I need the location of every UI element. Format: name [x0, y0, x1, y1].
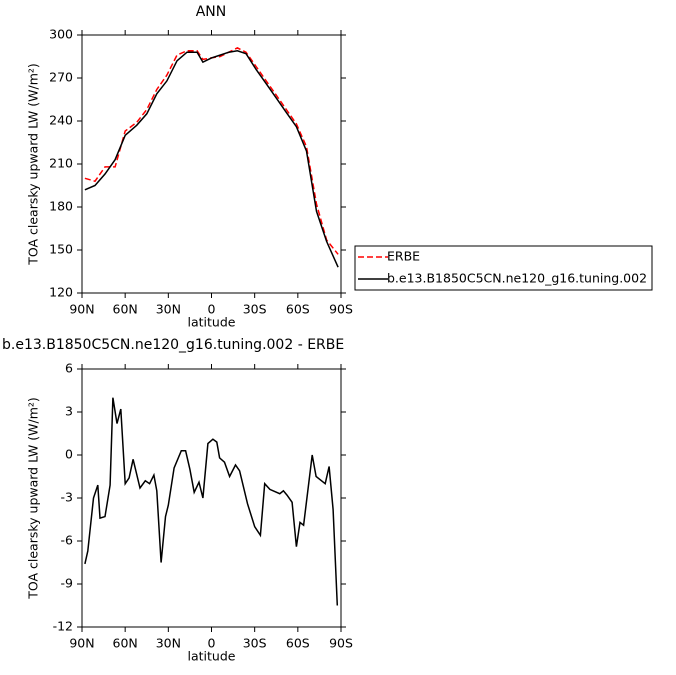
plot-frame	[81, 368, 342, 628]
y-tick-label: 300	[49, 27, 73, 42]
y-tick-label: 150	[49, 242, 73, 257]
x-tick-label: 60N	[113, 636, 138, 651]
x-tick-label: 90N	[69, 636, 94, 651]
y-tick-label: 210	[49, 156, 73, 171]
y-tick-label: -6	[61, 533, 74, 548]
y-tick-label: 270	[49, 70, 73, 85]
y-tick-label: 120	[49, 285, 73, 300]
x-tick-label: 30S	[243, 636, 267, 651]
x-axis-label: latitude	[188, 315, 236, 330]
y-tick-label: 180	[49, 199, 73, 214]
chart-title: b.e13.B1850C5CN.ne120_g16.tuning.002 - E…	[2, 337, 344, 353]
plot-frame	[81, 34, 342, 294]
legend-box	[354, 245, 653, 291]
y-tick-label: -12	[53, 619, 73, 634]
y-tick-label: -3	[61, 490, 73, 505]
x-tick-label: 90N	[69, 302, 94, 317]
legend-label: b.e13.B1850C5CN.ne120_g16.tuning.002	[387, 271, 647, 286]
data-line	[84, 397, 339, 606]
x-tick-label: 60N	[113, 302, 138, 317]
y-axis-label: TOA clearsky upward LW (W/m²)	[26, 63, 41, 266]
y-axis-label: TOA clearsky upward LW (W/m²)	[26, 397, 41, 600]
x-tick-label: 60S	[286, 636, 310, 651]
x-tick-label: 30S	[243, 302, 267, 317]
x-tick-label: 90S	[329, 636, 353, 651]
chart-title: ANN	[196, 4, 227, 20]
y-tick-label: 240	[49, 113, 73, 128]
legend-label: ERBE	[387, 249, 420, 264]
x-tick-label: 30N	[156, 636, 181, 651]
x-tick-label: 60S	[286, 302, 310, 317]
x-tick-label: 90S	[329, 302, 353, 317]
y-tick-label: 0	[65, 447, 73, 462]
x-tick-label: 0	[208, 302, 216, 317]
y-tick-label: 6	[65, 361, 73, 376]
x-tick-label: 0	[208, 636, 216, 651]
y-tick-label: 3	[65, 404, 73, 419]
x-axis-label: latitude	[188, 649, 236, 664]
y-tick-label: -9	[61, 576, 74, 591]
x-tick-label: 30N	[156, 302, 181, 317]
data-line	[84, 50, 339, 268]
data-line	[84, 47, 339, 255]
